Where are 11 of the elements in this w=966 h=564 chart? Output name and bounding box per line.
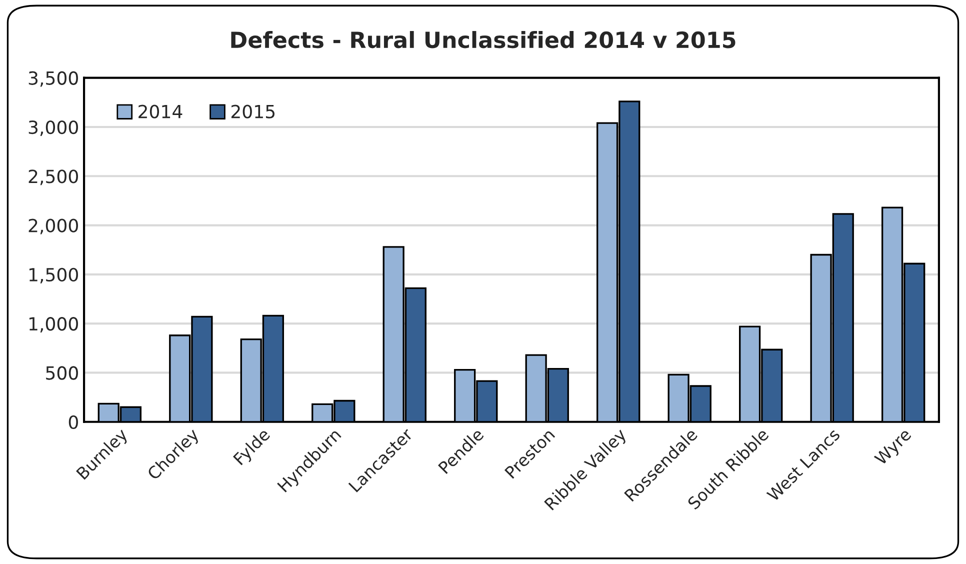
y-tick-label: 3,000 <box>28 120 78 136</box>
y-tick-label: 2,000 <box>28 218 78 234</box>
y-tick-label: 1,500 <box>29 268 78 284</box>
y-tick-label: 1,000 <box>29 317 78 333</box>
y-tick-label: 2,500 <box>28 170 78 186</box>
y-tick-label: 0 <box>68 415 78 429</box>
chart-title: Defects - Rural Unclassified 2014 v 2015 <box>231 31 736 48</box>
y-tick-label: 3,500 <box>28 71 78 87</box>
legend-label: 2015 <box>231 104 275 118</box>
legend-label: 2014 <box>138 104 182 118</box>
y-tick-label: 500 <box>46 366 78 380</box>
